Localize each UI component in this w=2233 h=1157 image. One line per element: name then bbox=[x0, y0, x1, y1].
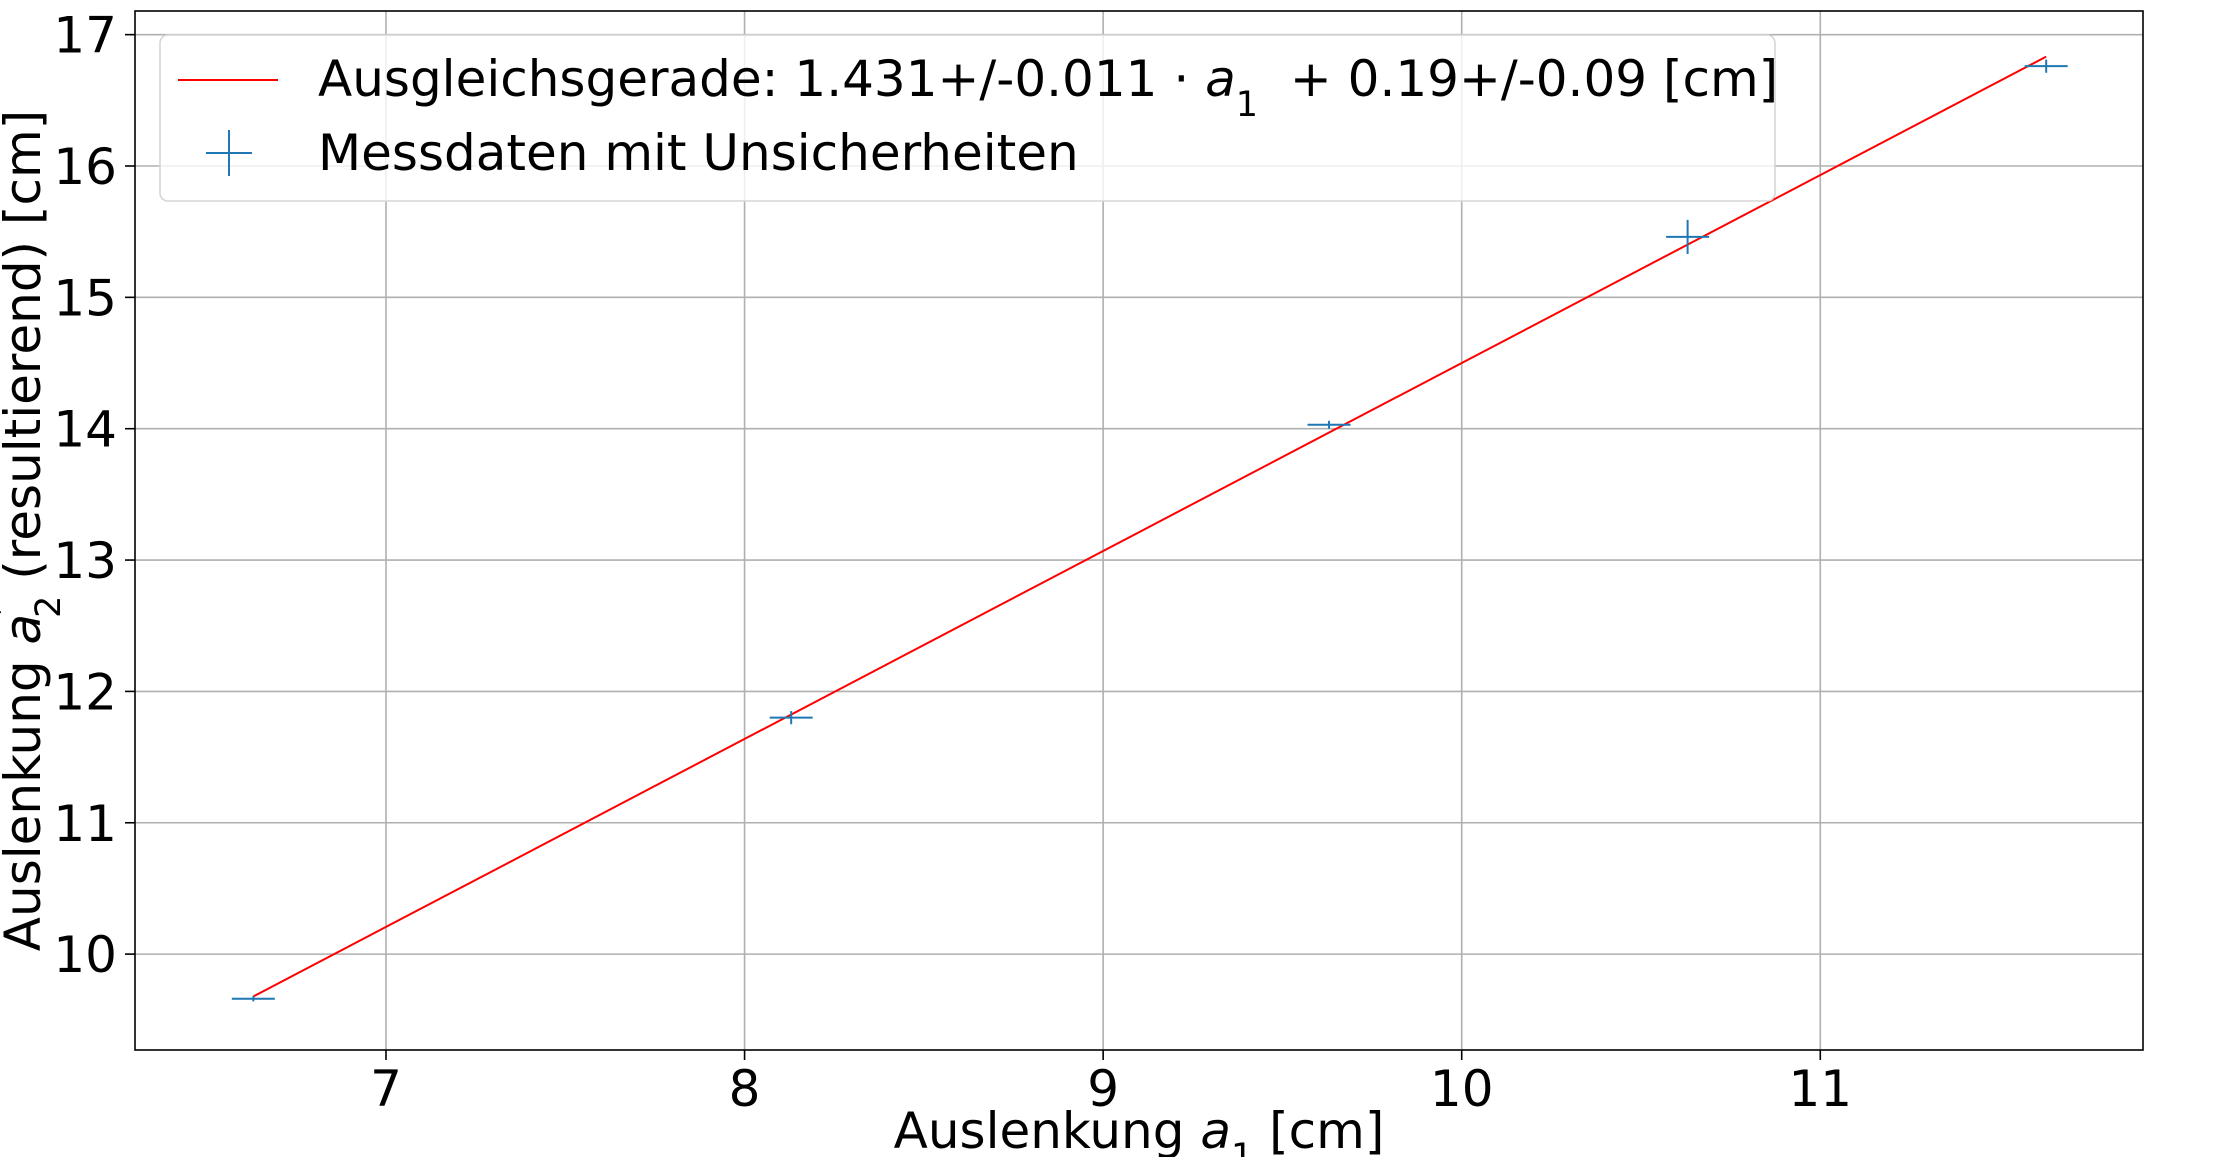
y-tick-label: 14 bbox=[53, 401, 117, 459]
x-tick-label: 10 bbox=[1430, 1060, 1494, 1118]
legend-fit-label-prefix: Ausgleichsgerade: 1.431+/-0.011 · bbox=[318, 50, 1205, 108]
legend-fit-label-sub: 1 bbox=[1236, 85, 1258, 125]
y-axis-label: Auslenkung a′2 (resultierend) [cm] bbox=[0, 110, 69, 951]
x-axis-label-prefix: Auslenkung bbox=[894, 1102, 1201, 1157]
data-point bbox=[769, 711, 813, 725]
y-tick-label: 13 bbox=[53, 532, 117, 590]
x-axis-ticks: 7 8 9 10 11 bbox=[370, 1050, 1852, 1118]
y-axis-label-var: a bbox=[0, 614, 52, 645]
x-axis-label-suffix: [cm] bbox=[1253, 1102, 1384, 1157]
y-axis-label-prime: ′ bbox=[0, 606, 29, 614]
legend-fit-label-var: a bbox=[1205, 50, 1236, 108]
y-axis-ticks: 10 11 12 13 14 15 16 17 bbox=[53, 7, 135, 984]
y-axis-label-suffix: (resultierend) [cm] bbox=[0, 110, 52, 596]
data-point bbox=[1307, 420, 1351, 429]
data-point bbox=[231, 996, 275, 1002]
data-point bbox=[2024, 59, 2068, 73]
x-tick-label: 7 bbox=[370, 1060, 402, 1118]
legend-fit-label: Ausgleichsgerade: 1.431+/-0.011 · a1 + 0… bbox=[318, 50, 1778, 125]
data-point bbox=[1666, 219, 1710, 255]
y-tick-label: 11 bbox=[53, 795, 117, 853]
plot-frame bbox=[134, 10, 2144, 1051]
x-tick-label: 9 bbox=[1087, 1060, 1119, 1118]
x-axis-label-sub: 1 bbox=[1231, 1137, 1253, 1157]
x-tick-label: 8 bbox=[729, 1060, 761, 1118]
legend-box bbox=[159, 34, 1776, 202]
legend: Ausgleichsgerade: 1.431+/-0.011 · a1 + 0… bbox=[159, 34, 1778, 202]
y-tick-label: 15 bbox=[53, 269, 117, 327]
x-tick-label: 11 bbox=[1788, 1060, 1852, 1118]
y-tick-label: 10 bbox=[53, 926, 117, 984]
fit-line bbox=[252, 55, 2047, 998]
legend-data-label: Messdaten mit Unsicherheiten bbox=[318, 124, 1079, 182]
y-tick-label: 16 bbox=[53, 138, 117, 196]
plot-data bbox=[231, 55, 2068, 1002]
legend-errorbar-swatch bbox=[206, 130, 252, 176]
y-tick-label: 12 bbox=[53, 663, 117, 721]
y-axis-label-sub: 2 bbox=[29, 596, 69, 618]
x-axis-label: Auslenkung a1 [cm] bbox=[894, 1102, 1385, 1157]
y-axis-label-prefix: Auslenkung bbox=[0, 644, 52, 951]
x-axis-label-var: a bbox=[1200, 1102, 1231, 1157]
legend-fit-label-suffix: + 0.19+/-0.09 [cm] bbox=[1258, 50, 1778, 108]
y-tick-label: 17 bbox=[53, 7, 117, 65]
